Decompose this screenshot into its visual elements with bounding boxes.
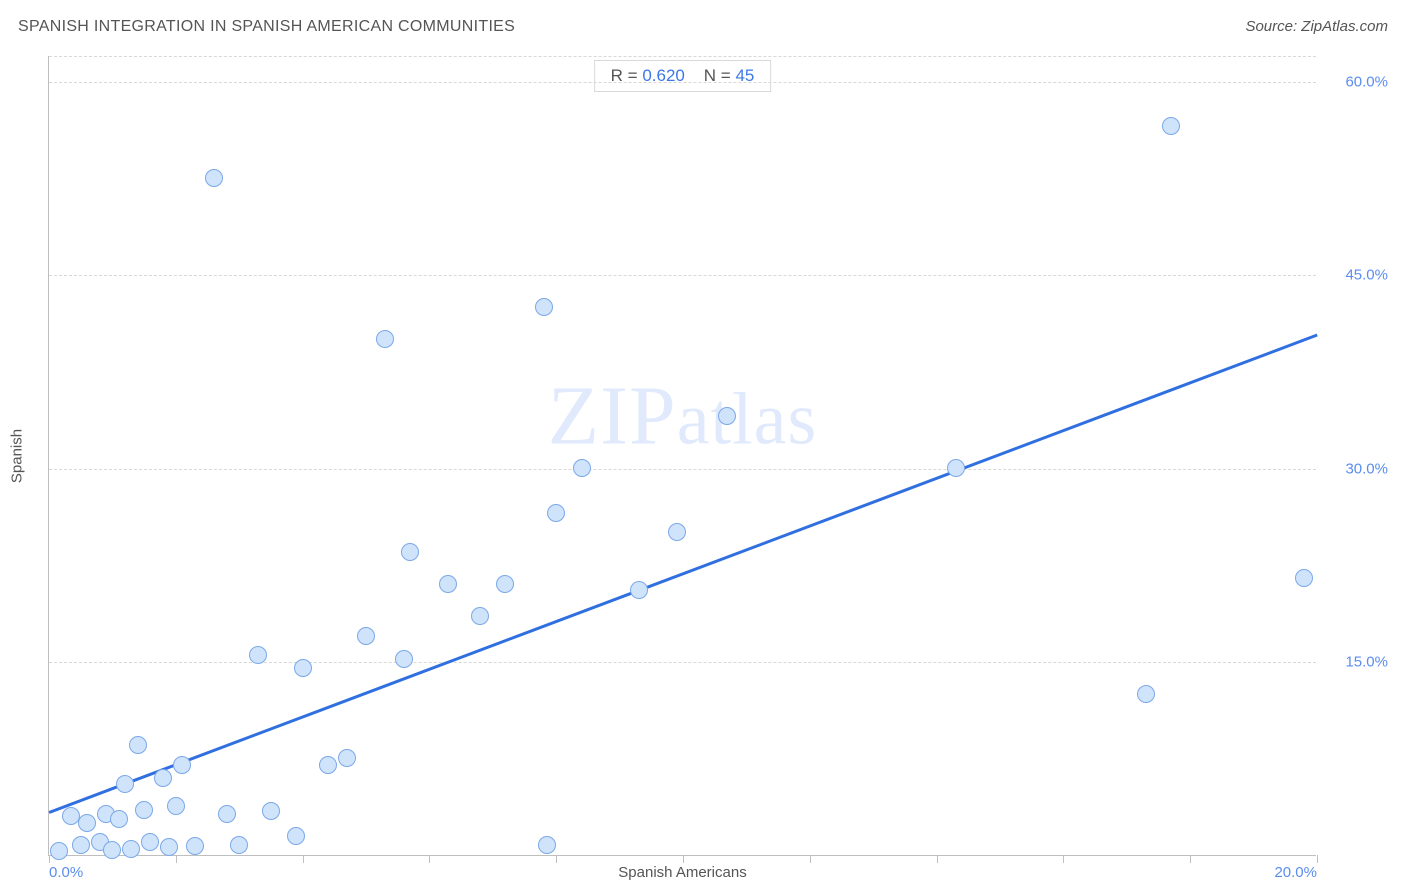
x-tick xyxy=(1190,855,1191,863)
data-point xyxy=(154,769,172,787)
data-point xyxy=(395,650,413,668)
data-point xyxy=(630,581,648,599)
data-point xyxy=(1137,685,1155,703)
chart-title: SPANISH INTEGRATION IN SPANISH AMERICAN … xyxy=(18,18,515,35)
y-tick-label: 45.0% xyxy=(1324,267,1388,284)
gridline xyxy=(49,662,1316,663)
data-point xyxy=(294,659,312,677)
data-point xyxy=(496,575,514,593)
data-point xyxy=(50,842,68,860)
data-point xyxy=(205,169,223,187)
x-tick xyxy=(556,855,557,863)
gridline xyxy=(49,56,1316,57)
y-tick-label: 60.0% xyxy=(1324,73,1388,90)
data-point xyxy=(122,840,140,858)
data-point xyxy=(401,543,419,561)
data-point xyxy=(160,838,178,856)
scatter-plot: Spanish Spanish Americans ZIPatlas R = 0… xyxy=(48,56,1316,856)
data-point xyxy=(471,607,489,625)
trendline xyxy=(49,333,1318,813)
x-axis-label: Spanish Americans xyxy=(618,864,746,881)
data-point xyxy=(357,627,375,645)
x-tick xyxy=(429,855,430,863)
data-point xyxy=(1295,569,1313,587)
data-point xyxy=(262,802,280,820)
data-point xyxy=(947,459,965,477)
data-point xyxy=(668,523,686,541)
data-point xyxy=(1162,117,1180,135)
data-point xyxy=(439,575,457,593)
data-point xyxy=(376,330,394,348)
data-point xyxy=(718,407,736,425)
data-point xyxy=(135,801,153,819)
x-tick-label: 20.0% xyxy=(1274,864,1317,881)
x-tick xyxy=(810,855,811,863)
data-point xyxy=(573,459,591,477)
y-axis-label: Spanish xyxy=(9,428,26,482)
x-tick-label: 0.0% xyxy=(49,864,83,881)
data-point xyxy=(173,756,191,774)
data-point xyxy=(167,797,185,815)
x-tick xyxy=(1317,855,1318,863)
y-tick-label: 15.0% xyxy=(1324,654,1388,671)
stats-box: R = 0.620 N = 45 xyxy=(594,60,772,92)
gridline xyxy=(49,82,1316,83)
data-point xyxy=(287,827,305,845)
data-point xyxy=(218,805,236,823)
data-point xyxy=(547,504,565,522)
x-tick xyxy=(49,855,50,863)
data-point xyxy=(338,749,356,767)
x-tick xyxy=(937,855,938,863)
x-tick xyxy=(303,855,304,863)
data-point xyxy=(186,837,204,855)
data-point xyxy=(141,833,159,851)
data-point xyxy=(249,646,267,664)
data-point xyxy=(129,736,147,754)
data-point xyxy=(319,756,337,774)
data-point xyxy=(103,841,121,859)
gridline xyxy=(49,469,1316,470)
data-point xyxy=(535,298,553,316)
data-point xyxy=(78,814,96,832)
data-point xyxy=(538,836,556,854)
x-tick xyxy=(1063,855,1064,863)
gridline xyxy=(49,275,1316,276)
source-label: Source: ZipAtlas.com xyxy=(1245,18,1388,35)
x-tick xyxy=(176,855,177,863)
y-tick-label: 30.0% xyxy=(1324,460,1388,477)
watermark: ZIPatlas xyxy=(548,367,818,464)
data-point xyxy=(110,810,128,828)
data-point xyxy=(116,775,134,793)
data-point xyxy=(230,836,248,854)
x-tick xyxy=(683,855,684,863)
data-point xyxy=(72,836,90,854)
